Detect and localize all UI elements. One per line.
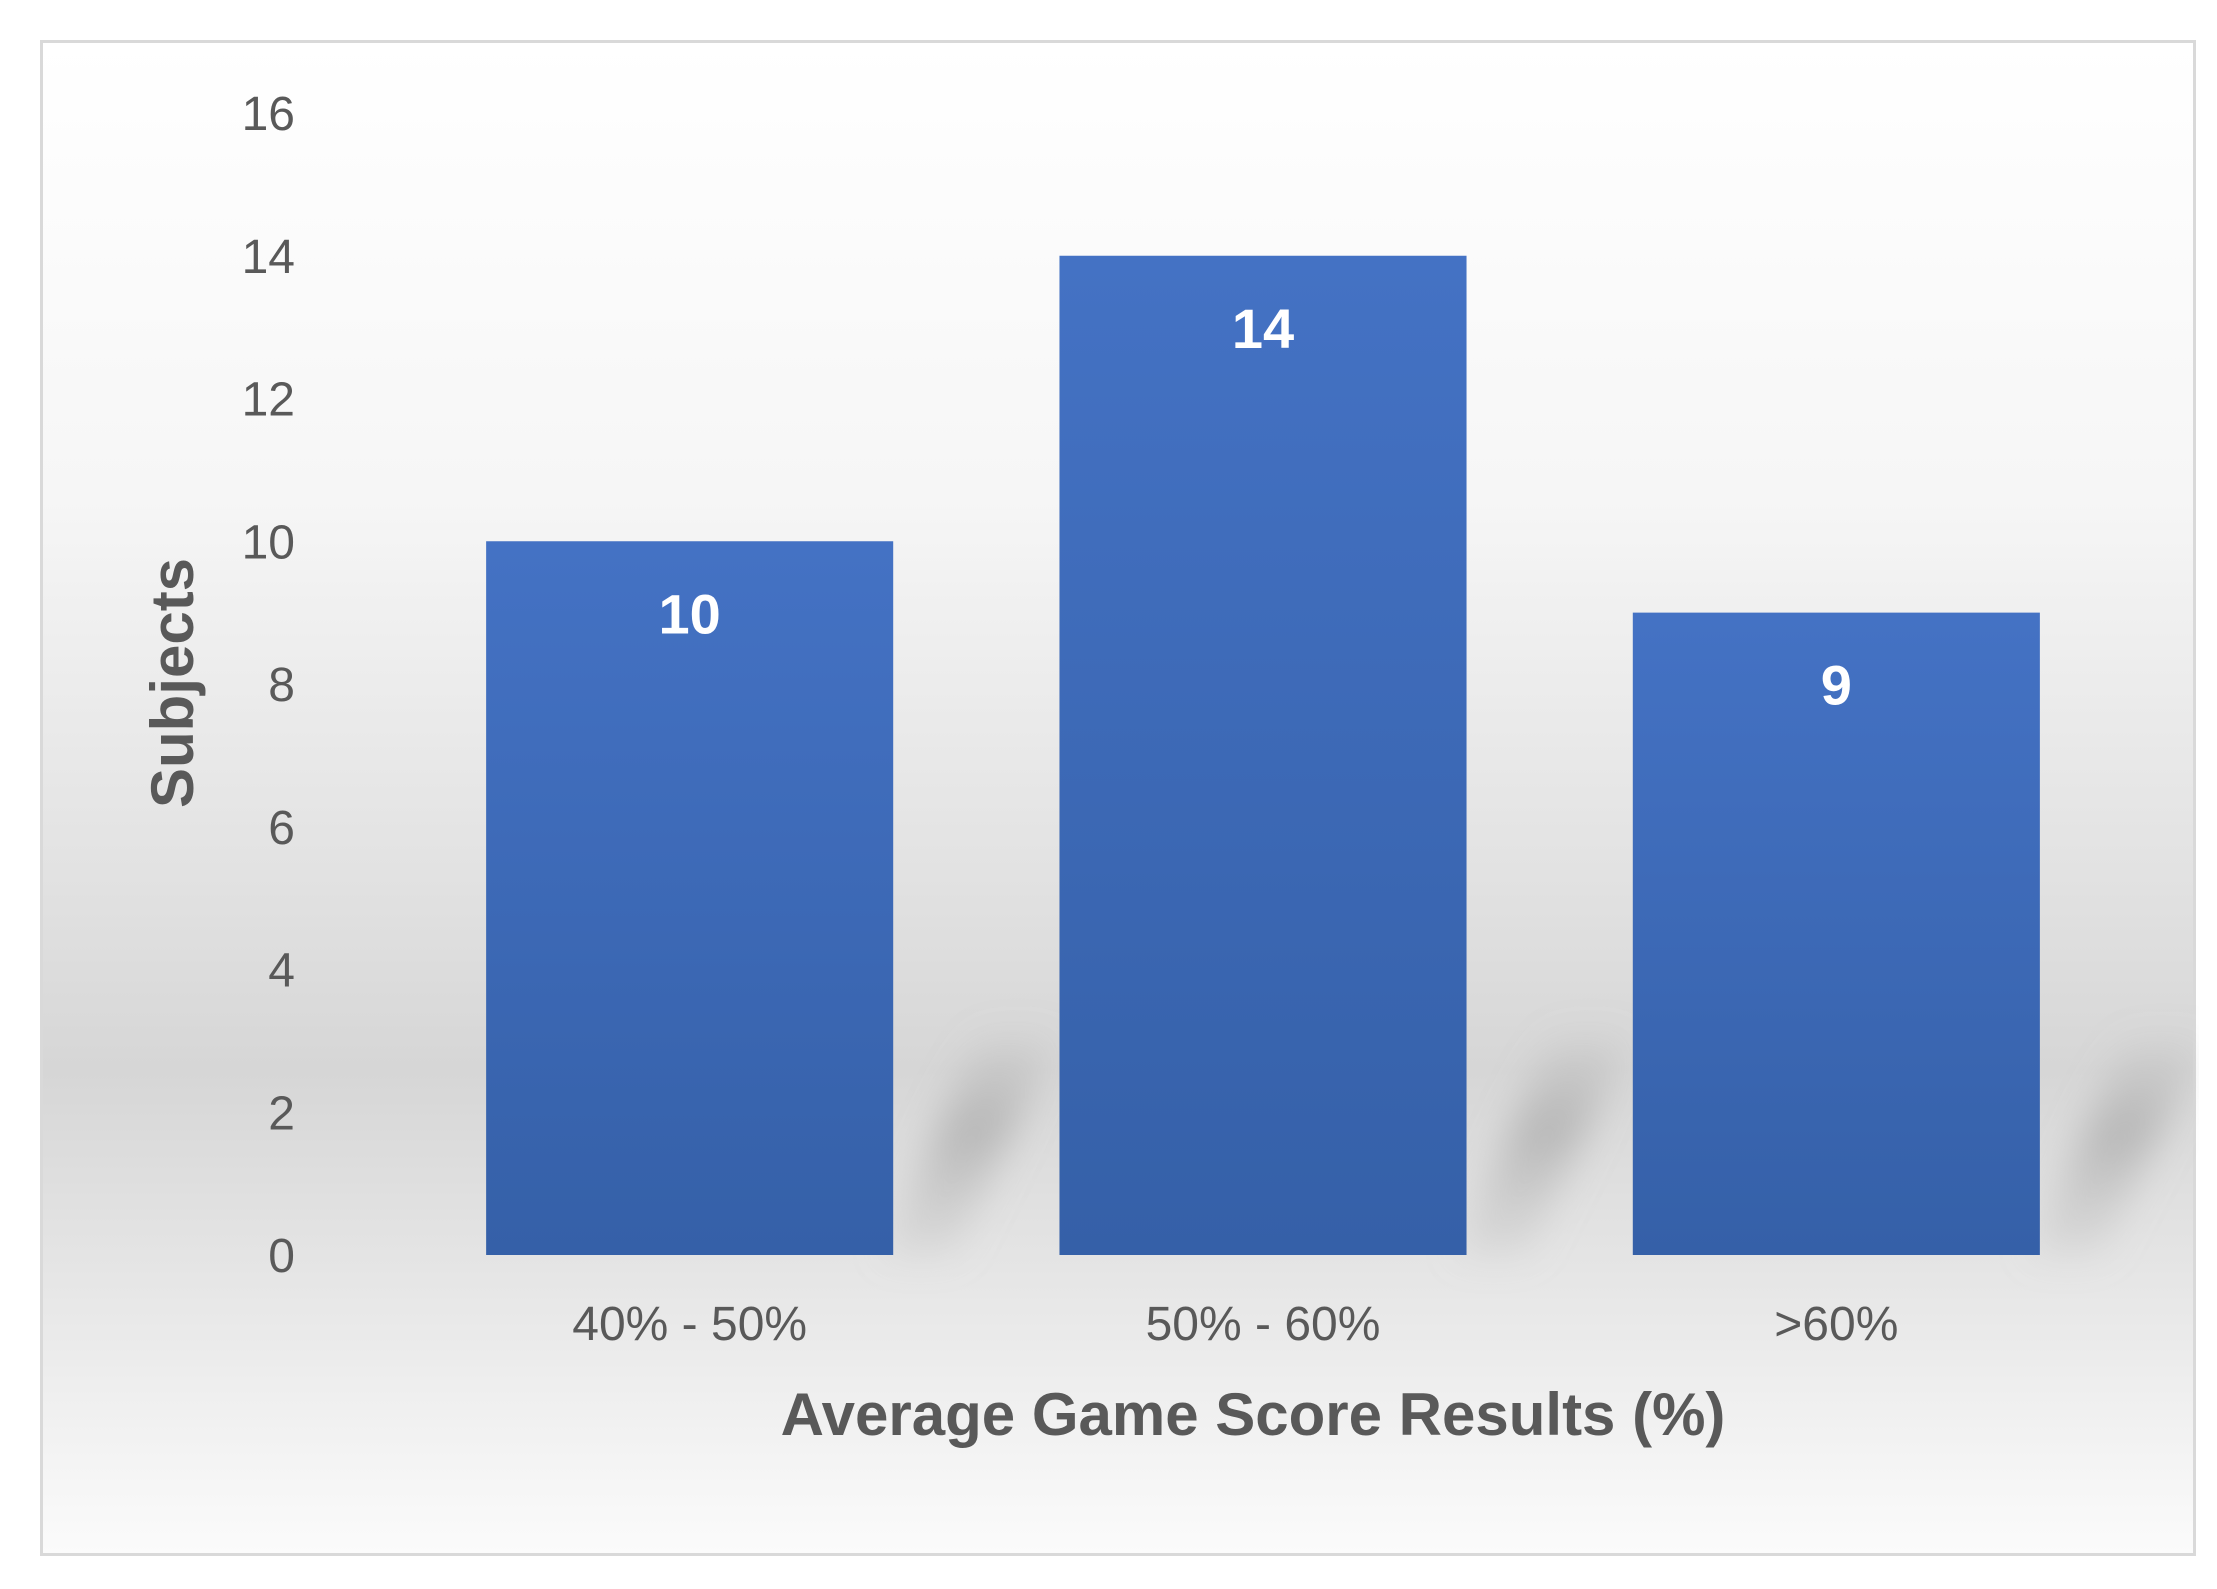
x-tick-label: >60% bbox=[1774, 1298, 1898, 1351]
bars: 10 14 9 bbox=[486, 255, 2040, 1255]
y-tick-label: 16 bbox=[242, 88, 295, 141]
bar bbox=[1059, 255, 1467, 1255]
bar bbox=[486, 541, 894, 1255]
bar-shadow bbox=[1456, 1025, 1637, 1255]
x-axis-title: Average Game Score Results (%) bbox=[781, 1381, 1726, 1448]
bar-data-label: 10 bbox=[659, 582, 721, 645]
bar-data-label: 14 bbox=[1232, 297, 1294, 360]
bar-shadow bbox=[2029, 1030, 2199, 1255]
y-axis-title: Subjects bbox=[139, 558, 206, 808]
bar bbox=[1632, 612, 2040, 1255]
y-tick-label: 10 bbox=[242, 516, 295, 569]
y-tick-label: 14 bbox=[242, 231, 295, 284]
y-tick-label: 12 bbox=[242, 374, 295, 427]
y-tick-label: 4 bbox=[268, 945, 295, 998]
y-axis-ticks: 0 2 4 6 8 10 12 14 16 bbox=[242, 88, 295, 1283]
bar-shadow bbox=[883, 1025, 1064, 1255]
y-tick-label: 2 bbox=[268, 1087, 295, 1140]
bar-shadows bbox=[883, 1025, 2199, 1255]
chart-frame: 0 2 4 6 8 10 12 14 16 10 14 9 40% - 50% 50% - 60% >6… bbox=[40, 40, 2199, 1556]
x-tick-label: 40% - 50% bbox=[572, 1298, 807, 1351]
y-tick-label: 8 bbox=[268, 659, 295, 712]
y-tick-label: 6 bbox=[268, 802, 295, 855]
y-tick-label: 0 bbox=[268, 1230, 295, 1283]
bar-data-label: 9 bbox=[1821, 654, 1852, 717]
bar-chart: 0 2 4 6 8 10 12 14 16 10 14 9 40% - 50% 50% - 60% >6… bbox=[139, 88, 2199, 1448]
x-axis-ticks: 40% - 50% 50% - 60% >60% bbox=[572, 1298, 1898, 1351]
x-tick-label: 50% - 60% bbox=[1146, 1298, 1381, 1351]
